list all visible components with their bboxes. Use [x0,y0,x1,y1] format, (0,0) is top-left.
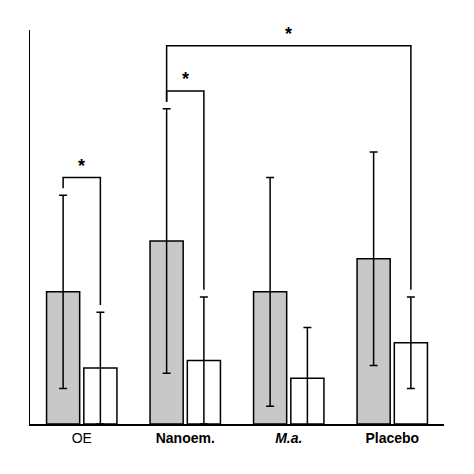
svg-text:*: * [182,69,189,89]
svg-text:Nanoem.: Nanoem. [156,430,215,446]
svg-text:OE: OE [72,430,92,446]
svg-text:*: * [285,24,292,44]
svg-text:Placebo: Placebo [365,430,419,446]
svg-text:*: * [78,156,85,176]
svg-text:M.a.: M.a. [275,430,302,446]
